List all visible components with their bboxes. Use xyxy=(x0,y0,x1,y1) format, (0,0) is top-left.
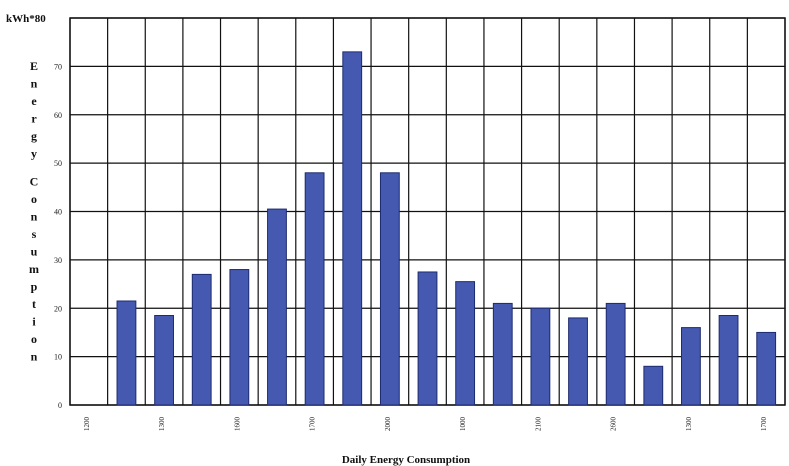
bar xyxy=(268,209,287,405)
bar xyxy=(719,316,738,405)
y-tick-label: 70 xyxy=(54,62,62,71)
bar xyxy=(117,301,136,405)
bar xyxy=(606,303,625,405)
bar xyxy=(569,318,588,405)
y-label-letter: u xyxy=(31,245,38,259)
x-tick-labels: 1200 1300 1600 1700 2000 1000 2100 2600 1300 1700 xyxy=(83,417,768,432)
y-label-letter: m xyxy=(29,262,39,276)
y-tick-label: 10 xyxy=(54,353,62,362)
y-label-letter: p xyxy=(31,280,38,294)
y-tick-label: 50 xyxy=(54,159,62,168)
y-label-letter: n xyxy=(31,350,38,364)
bar xyxy=(155,316,174,405)
bar xyxy=(531,308,550,405)
bar xyxy=(456,282,475,405)
x-tick-label: 2600 xyxy=(610,417,618,432)
y-label-letter: C xyxy=(30,175,39,189)
y-tick-label: 40 xyxy=(54,208,62,217)
y-tick-label: 20 xyxy=(54,304,62,313)
x-axis-label: Daily Energy Consumption xyxy=(342,454,470,466)
y-label-letter: i xyxy=(32,315,36,329)
y-label-letter: g xyxy=(31,129,37,143)
y-label-letter: o xyxy=(31,192,37,206)
y-tick-label: 0 xyxy=(58,401,62,410)
y-label-letter: y xyxy=(31,147,37,161)
x-tick-label: 2100 xyxy=(534,417,542,432)
bar xyxy=(192,274,211,405)
bar xyxy=(757,332,776,405)
bar xyxy=(230,270,249,405)
x-tick-label: 1200 xyxy=(83,417,91,432)
x-tick-label: 1300 xyxy=(158,417,166,432)
x-tick-label: 1700 xyxy=(309,417,317,432)
bar xyxy=(644,366,663,405)
bar xyxy=(380,173,399,405)
y-label-letter: o xyxy=(31,332,37,346)
bar xyxy=(682,328,701,405)
y-unit-label: kWh*80 xyxy=(6,13,46,25)
y-tick-label: 30 xyxy=(54,256,62,265)
bar xyxy=(493,303,512,405)
y-tick-labels: 0 10 20 30 40 50 60 70 xyxy=(54,62,62,410)
y-label-letter: s xyxy=(32,227,37,241)
y-label-letter: r xyxy=(31,112,37,126)
x-tick-label: 1300 xyxy=(685,417,693,432)
y-label-letter: e xyxy=(31,94,37,108)
x-tick-label: 1000 xyxy=(459,417,467,432)
y-label-letter: t xyxy=(32,297,36,311)
x-tick-label: 2000 xyxy=(384,417,392,432)
bar xyxy=(343,52,362,405)
y-label-letter: n xyxy=(31,77,38,91)
y-label-letter: E xyxy=(30,59,38,73)
y-label-letter: n xyxy=(31,210,38,224)
x-tick-label: 1700 xyxy=(760,417,768,432)
bar xyxy=(305,173,324,405)
x-tick-label: 1600 xyxy=(233,417,241,432)
y-tick-label: 60 xyxy=(54,111,62,120)
bar xyxy=(418,272,437,405)
